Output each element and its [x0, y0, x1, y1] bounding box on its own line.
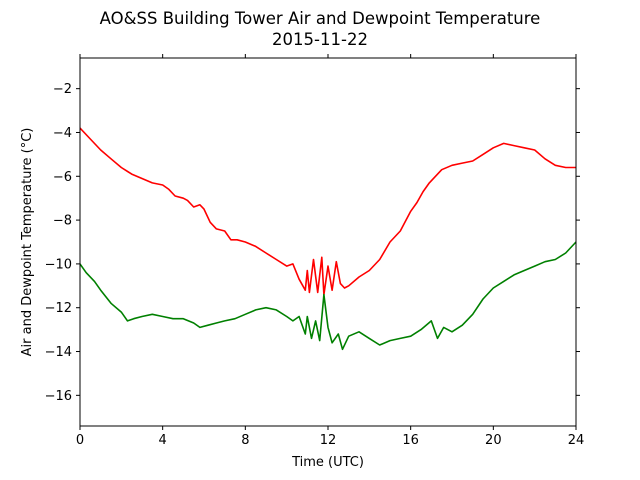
x-tick-label: 24 [568, 433, 585, 448]
y-tick-label: −2 [53, 82, 72, 97]
chart-title: AO&SS Building Tower Air and Dewpoint Te… [100, 9, 541, 28]
y-tick-label: −6 [53, 170, 72, 185]
x-tick-label: 8 [241, 433, 249, 448]
plot-frame [79, 57, 577, 427]
x-axis-ticks: 0 4 8 12 16 20 24 [76, 54, 584, 448]
y-tick-label: −8 [53, 214, 72, 229]
y-tick-label: −14 [45, 345, 72, 360]
x-tick-label: 20 [485, 433, 502, 448]
y-tick-label: −16 [45, 389, 72, 404]
chart-subtitle: 2015-11-22 [272, 30, 368, 49]
y-axis-label: Air and Dewpoint Temperature (°C) [20, 128, 35, 357]
series-line-2 [79, 241, 577, 351]
y-tick-label: −10 [45, 257, 72, 272]
y-axis-ticks: −16 −14 −12 −10 −8 −6 −4 −2 [45, 82, 580, 404]
x-tick-label: 4 [159, 433, 167, 448]
x-tick-label: 0 [76, 433, 84, 448]
x-axis-label: Time (UTC) [291, 455, 364, 470]
y-tick-label: −4 [53, 126, 72, 141]
plot-lines [79, 127, 577, 351]
y-tick-label: −12 [45, 301, 72, 316]
x-tick-label: 12 [320, 433, 337, 448]
series-line-1 [79, 127, 576, 296]
x-tick-label: 16 [402, 433, 419, 448]
